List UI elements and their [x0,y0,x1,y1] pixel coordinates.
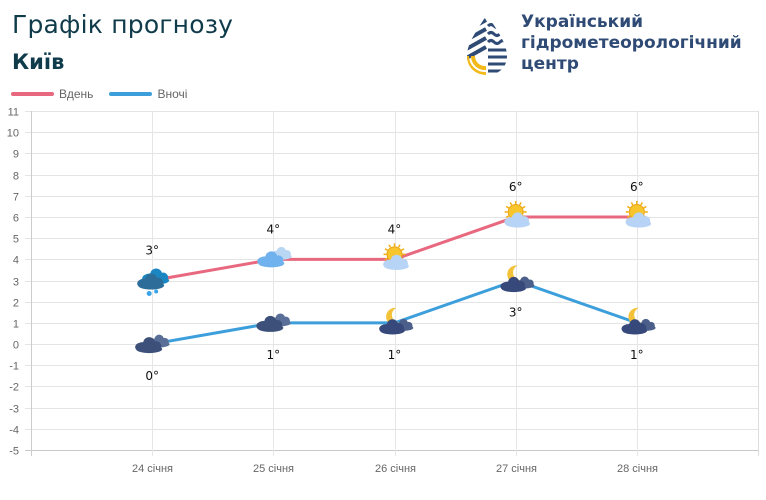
partly-sunny-icon [625,200,652,228]
y-tick-label: 2 [13,298,19,310]
night-cloudy-icon [256,313,291,332]
moon-cloud-icon [621,307,656,335]
day-temp-label: 6° [630,180,644,194]
x-axis: 24 січня 25 січня 26 січня 27 січня 28 січня [132,463,658,475]
night-temp-label: 1° [267,348,281,362]
page-title: Графік прогнозу [12,10,234,39]
y-tick-label: -4 [9,425,19,437]
night-cloudy-icon [135,334,170,354]
chart-legend: Вдень Вночі [11,87,203,101]
day-temp-label: 4° [388,222,402,236]
partly-sunny-icon [383,243,409,270]
y-tick-label: 1 [13,319,19,331]
y-tick-label: 4 [13,255,19,267]
y-tick-label: 9 [13,149,19,161]
ugmc-logo: Український гідрометеорологічний центр [465,12,742,76]
night-temp-label: 3° [509,306,523,320]
cloudy-icon [257,246,292,268]
logo-text: Український гідрометеорологічний центр [521,12,742,75]
legend-swatch-night [109,92,153,96]
logo-line-3: центр [521,54,579,74]
night-temp-label: 0° [145,369,159,383]
line-night [151,278,638,346]
y-tick-label: -5 [9,446,19,458]
legend-item-day[interactable]: Вдень [11,87,93,101]
night-temp-label: 1° [630,348,644,362]
y-tick-label: 7 [13,192,19,204]
legend-item-night[interactable]: Вночі [109,87,187,101]
legend-label-night: Вночі [157,87,188,101]
chart-series: 3° 4° 4° 6° 6° 0° 1° 1° 3° 1° [135,180,656,383]
x-tick-label: 26 січня [375,463,416,475]
snow-cloud-icon [137,268,170,296]
x-tick-label: 27 січня [496,463,537,475]
x-tick-label: 25 січня [253,463,294,475]
moon-cloud-icon [500,265,535,293]
y-tick-label: 6 [13,213,19,225]
y-tick-label: 0 [13,340,19,352]
chart-grid [25,111,759,456]
x-tick-label: 24 січня [132,463,173,475]
y-tick-label: 3 [13,277,19,289]
y-tick-label: 8 [13,171,19,183]
night-temp-label: 1° [388,348,402,362]
city-name: Київ [12,50,65,74]
legend-label-day: Вдень [59,87,94,101]
logo-line-1: Український [521,12,644,32]
y-tick-label: -1 [9,361,19,373]
moon-cloud-icon [379,307,414,335]
x-tick-label: 28 січня [617,463,658,475]
partly-sunny-icon [504,200,531,228]
day-temp-label: 4° [267,222,281,236]
y-tick-label: -3 [9,404,19,416]
y-axis: -5 -4 -3 -2 -1 0 1 2 3 4 5 6 7 8 9 10 11 [7,107,19,458]
y-tick-label: -2 [9,382,19,394]
day-temp-label: 6° [509,180,523,194]
legend-swatch-day [11,92,54,96]
y-tick-label: 5 [13,234,19,246]
y-tick-label: 10 [7,128,19,140]
day-temp-label: 3° [145,244,159,258]
logo-line-2: гідрометеорологічний [521,33,742,53]
water-drop-logo-icon [467,18,507,75]
y-tick-label: 11 [8,107,19,119]
